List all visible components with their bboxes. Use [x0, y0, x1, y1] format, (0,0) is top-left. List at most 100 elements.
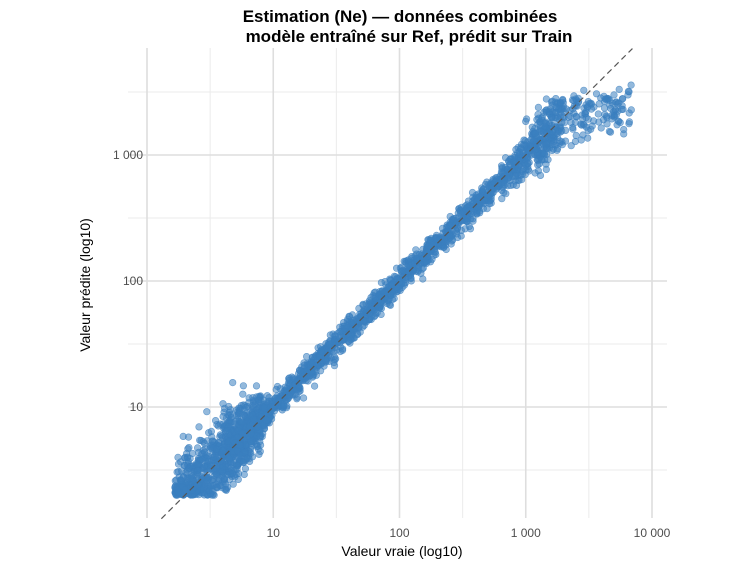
chart-title: Estimation (Ne) — données combinées [243, 7, 558, 26]
data-point [301, 360, 308, 367]
y-axis-label: Valeur prédite (log10) [77, 218, 93, 352]
data-point [572, 138, 579, 145]
data-point [531, 137, 538, 144]
data-point [234, 466, 241, 473]
data-point [219, 468, 226, 475]
data-point [578, 137, 585, 144]
data-point [541, 150, 548, 157]
data-point [368, 316, 375, 323]
data-point [498, 162, 505, 169]
x-tick-label: 10 [267, 526, 281, 540]
data-point [583, 102, 590, 109]
data-point [521, 137, 528, 144]
data-point [554, 147, 561, 154]
data-point [611, 92, 618, 99]
data-point [264, 417, 271, 424]
data-point [250, 416, 257, 423]
data-point [619, 106, 626, 113]
data-point [366, 297, 373, 304]
data-point [281, 403, 288, 410]
data-point [469, 189, 476, 196]
data-point [581, 87, 588, 94]
x-tick-label: 10 000 [634, 526, 671, 540]
data-point [585, 127, 592, 134]
data-point [378, 311, 385, 318]
data-point [559, 97, 566, 104]
data-point [200, 447, 207, 454]
data-point [337, 328, 344, 335]
data-point [237, 452, 244, 459]
data-point [495, 180, 502, 187]
data-point [220, 421, 227, 428]
chart-subtitle: modèle entraîné sur Ref, prédit sur Trai… [246, 27, 573, 46]
data-point [196, 424, 203, 431]
data-point [309, 360, 316, 367]
data-point [628, 82, 635, 89]
data-point [311, 383, 318, 390]
data-point [360, 301, 367, 308]
data-point [415, 265, 422, 272]
data-points [172, 82, 635, 499]
data-point [522, 118, 529, 125]
data-point [241, 471, 248, 478]
data-point [512, 172, 519, 179]
data-point [248, 438, 255, 445]
data-point [286, 393, 293, 400]
data-point [613, 99, 620, 106]
data-point [242, 465, 249, 472]
data-point [257, 434, 264, 441]
data-point [537, 172, 544, 179]
data-point [214, 421, 221, 428]
data-point [598, 125, 605, 132]
data-point [273, 386, 280, 393]
data-point [352, 323, 359, 330]
data-point [400, 267, 407, 274]
data-point [339, 347, 346, 354]
data-point [213, 446, 220, 453]
y-tick-label: 1 000 [113, 148, 143, 162]
data-point [224, 427, 231, 434]
data-point [348, 336, 355, 343]
data-point [257, 442, 264, 449]
data-point [607, 129, 614, 136]
data-point [596, 101, 603, 108]
data-point [558, 128, 565, 135]
data-point [221, 405, 228, 412]
data-point [322, 357, 329, 364]
data-point [208, 428, 215, 435]
data-point [466, 208, 473, 215]
data-point [499, 195, 506, 202]
data-point [626, 119, 633, 126]
data-point [344, 322, 351, 329]
data-point [476, 210, 483, 217]
x-tick-label: 1 000 [511, 526, 541, 540]
data-point [240, 391, 247, 398]
data-point [327, 332, 334, 339]
data-point [240, 383, 247, 390]
data-point [317, 343, 324, 350]
data-point [562, 138, 569, 145]
data-point [229, 379, 236, 386]
data-point [553, 104, 560, 111]
data-point [220, 447, 227, 454]
data-point [175, 454, 182, 461]
data-point [189, 450, 196, 457]
data-point [207, 465, 214, 472]
data-point [175, 461, 182, 468]
data-point [300, 395, 307, 402]
data-point [228, 414, 235, 421]
data-point [253, 383, 260, 390]
data-point [345, 316, 352, 323]
data-point [220, 413, 227, 420]
y-tick-label: 100 [123, 274, 143, 288]
data-point [175, 489, 182, 496]
data-point [538, 156, 545, 163]
data-point [327, 341, 334, 348]
data-point [204, 408, 211, 415]
data-point [244, 455, 251, 462]
data-point [388, 292, 395, 299]
data-point [620, 126, 627, 133]
data-point [187, 475, 194, 482]
data-point [628, 107, 635, 114]
data-point [467, 226, 474, 233]
